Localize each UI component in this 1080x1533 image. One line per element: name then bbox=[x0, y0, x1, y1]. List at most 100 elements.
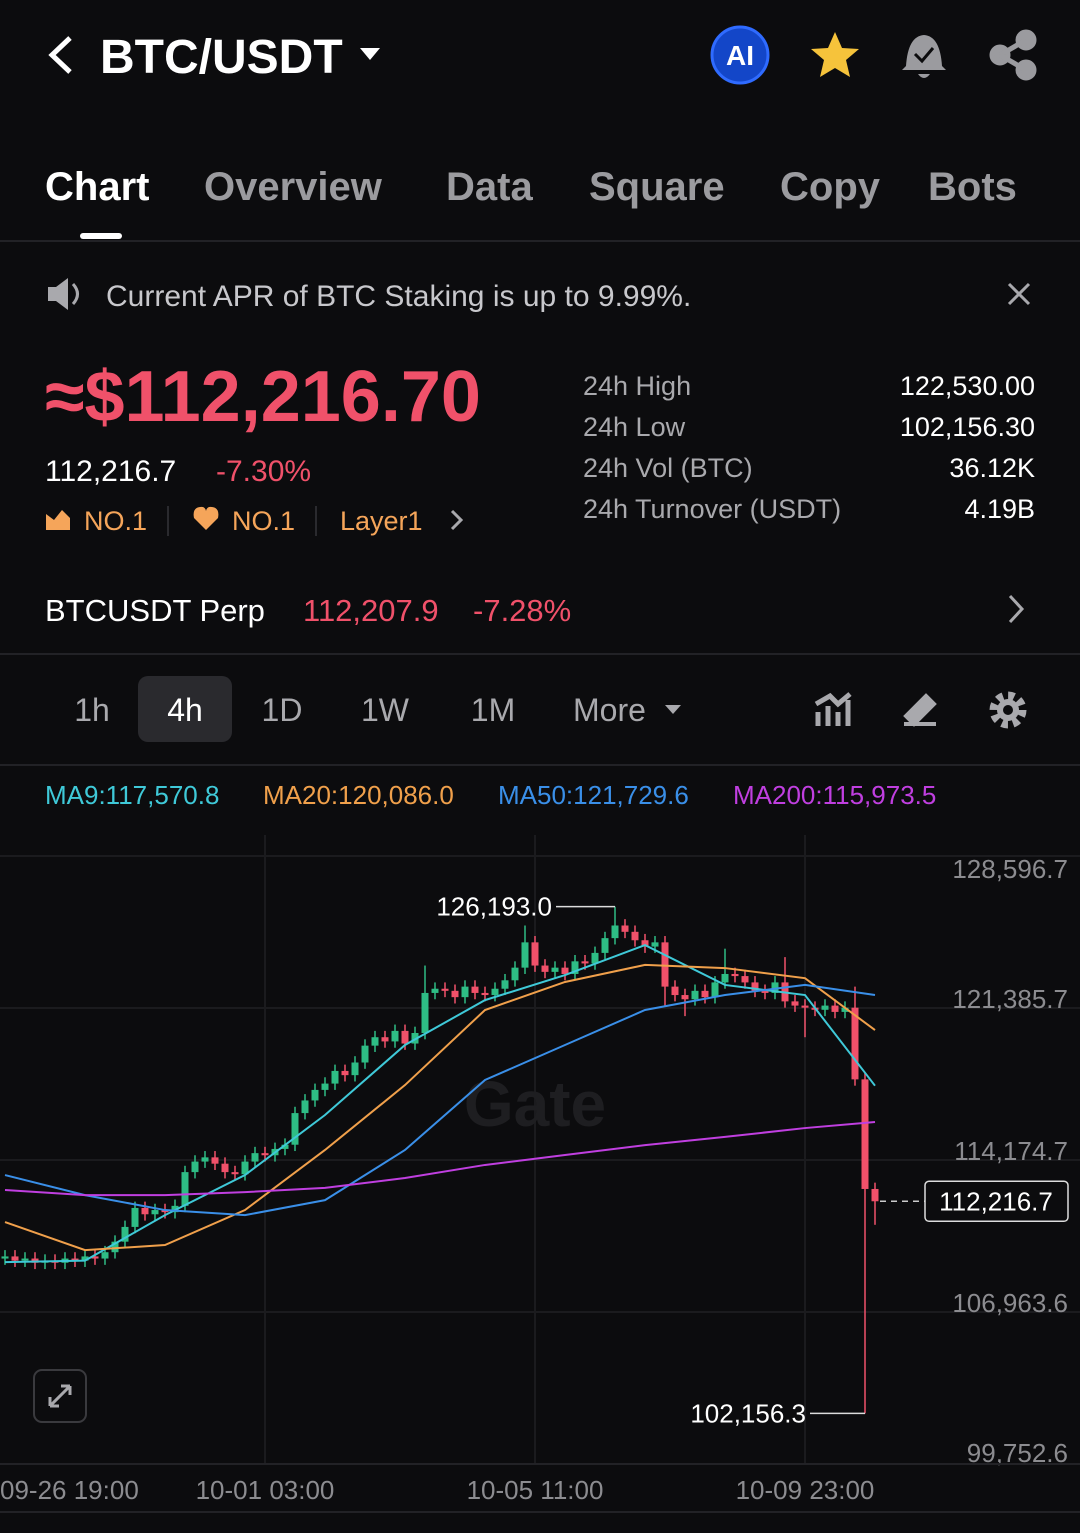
timeframe[interactable]: 1h bbox=[74, 692, 110, 728]
candle-body bbox=[211, 1157, 219, 1164]
candle-body bbox=[231, 1172, 239, 1175]
close-banner[interactable] bbox=[1007, 282, 1031, 306]
candle-body bbox=[731, 973, 739, 977]
candle-body bbox=[761, 990, 769, 993]
candle-body bbox=[681, 995, 689, 1000]
back-button[interactable] bbox=[48, 36, 72, 74]
tab-indicator bbox=[80, 233, 122, 239]
candle-body bbox=[431, 988, 439, 993]
timeframe[interactable]: 1M bbox=[471, 692, 515, 728]
fullscreen-icon bbox=[48, 1384, 72, 1408]
candle-body bbox=[451, 990, 459, 998]
candle-body bbox=[701, 990, 709, 998]
last-price-label: 112,216.7 bbox=[939, 1186, 1053, 1216]
ma-line bbox=[4, 983, 876, 1217]
x-tick-label: 09-26 19:00 bbox=[0, 1475, 139, 1505]
perp-name[interactable]: BTCUSDT Perp bbox=[45, 593, 265, 628]
draw-button[interactable] bbox=[903, 693, 937, 727]
y-tick-label: 114,174.7 bbox=[954, 1136, 1068, 1166]
candle-body bbox=[831, 1005, 839, 1012]
candle-body bbox=[611, 925, 619, 939]
candle-body bbox=[561, 967, 569, 974]
settings-button[interactable] bbox=[989, 691, 1027, 729]
ma-line bbox=[4, 944, 876, 1264]
candle-body bbox=[401, 1030, 409, 1044]
candle-body bbox=[281, 1144, 289, 1149]
candle-body bbox=[471, 986, 479, 993]
candle-body bbox=[521, 942, 529, 968]
rank-icon bbox=[193, 506, 219, 530]
timeframe[interactable]: More bbox=[573, 692, 646, 728]
stat-label: 24h Vol (BTC) bbox=[583, 453, 753, 483]
legend-entry: MA200:115,973.5 bbox=[733, 780, 936, 810]
candle-body bbox=[131, 1207, 139, 1227]
candle-body bbox=[381, 1037, 389, 1042]
chevron[interactable] bbox=[1008, 594, 1025, 624]
timeframe[interactable]: 1D bbox=[262, 692, 303, 728]
x-tick-label: 10-05 11:00 bbox=[467, 1475, 604, 1505]
tab[interactable]: Copy bbox=[780, 165, 881, 209]
candle-body bbox=[321, 1083, 329, 1090]
candle-body bbox=[341, 1070, 349, 1076]
stat-label: 24h High bbox=[583, 371, 691, 401]
ai-button[interactable] bbox=[710, 25, 770, 85]
pair-caret[interactable] bbox=[360, 48, 380, 60]
candle-body bbox=[541, 965, 549, 972]
candle-body bbox=[391, 1030, 399, 1042]
tab[interactable]: Chart bbox=[45, 165, 149, 209]
favorite-button[interactable] bbox=[811, 32, 859, 77]
candle-body bbox=[821, 1005, 829, 1010]
y-tick-label: 106,963.6 bbox=[952, 1288, 1068, 1318]
candle-body bbox=[511, 967, 519, 981]
candle-body bbox=[91, 1256, 99, 1259]
candle-body bbox=[691, 990, 699, 1000]
x-tick-label: 10-09 23:00 bbox=[736, 1475, 875, 1505]
candle-body bbox=[11, 1256, 19, 1261]
tab[interactable]: Bots bbox=[928, 165, 1017, 209]
candle-body bbox=[371, 1037, 379, 1046]
stat-value: 36.12K bbox=[949, 453, 1035, 483]
y-tick-label: 128,596.7 bbox=[952, 854, 1068, 884]
candle-body bbox=[851, 1007, 859, 1080]
chevron[interactable] bbox=[450, 509, 464, 531]
candle-body bbox=[461, 986, 469, 998]
perp-change: -7.28% bbox=[473, 593, 571, 628]
timeframe-active bbox=[138, 676, 232, 742]
candle-body bbox=[221, 1163, 229, 1173]
candle-body bbox=[1, 1256, 9, 1259]
price-chart: 128,596.7121,385.7114,174.7106,963.699,7… bbox=[0, 835, 1080, 1505]
candle-body bbox=[291, 1113, 299, 1145]
tab[interactable]: Data bbox=[446, 165, 533, 209]
candle-body bbox=[311, 1089, 319, 1101]
indicator-button[interactable] bbox=[814, 692, 852, 726]
ma-line bbox=[4, 1120, 876, 1197]
share-button[interactable] bbox=[989, 29, 1037, 81]
candle-body bbox=[801, 1005, 809, 1008]
rank[interactable]: NO.1 bbox=[84, 506, 147, 536]
candle-body bbox=[601, 938, 609, 953]
stat-label: 24h Turnover (USDT) bbox=[583, 494, 841, 524]
perp-price: 112,207.9 bbox=[303, 593, 439, 628]
fullscreen-button[interactable] bbox=[33, 1369, 87, 1423]
candle-body bbox=[421, 992, 429, 1033]
timeframe[interactable]: 4h bbox=[167, 692, 203, 728]
timeframe[interactable]: 1W bbox=[361, 692, 410, 728]
tab[interactable]: Overview bbox=[204, 165, 383, 209]
candle-body bbox=[161, 1210, 169, 1213]
more-caret[interactable] bbox=[665, 705, 681, 714]
candle-body bbox=[861, 1079, 869, 1189]
candle-body bbox=[751, 982, 759, 991]
candle-body bbox=[71, 1258, 79, 1261]
candle-body bbox=[721, 973, 729, 983]
candle-body bbox=[491, 988, 499, 996]
fiat-price: ≈$112,216.70 bbox=[45, 357, 481, 437]
announcement[interactable]: Current APR of BTC Staking is up to 9.99… bbox=[106, 280, 691, 313]
sector-tag[interactable]: Layer1 bbox=[340, 506, 423, 536]
pair-title[interactable]: BTC/USDT bbox=[100, 31, 343, 84]
last-price: 112,216.7 bbox=[45, 455, 176, 488]
stat-value: 102,156.30 bbox=[900, 412, 1035, 442]
candle-body bbox=[741, 976, 749, 983]
rank[interactable]: NO.1 bbox=[232, 506, 295, 536]
tab[interactable]: Square bbox=[589, 165, 725, 209]
